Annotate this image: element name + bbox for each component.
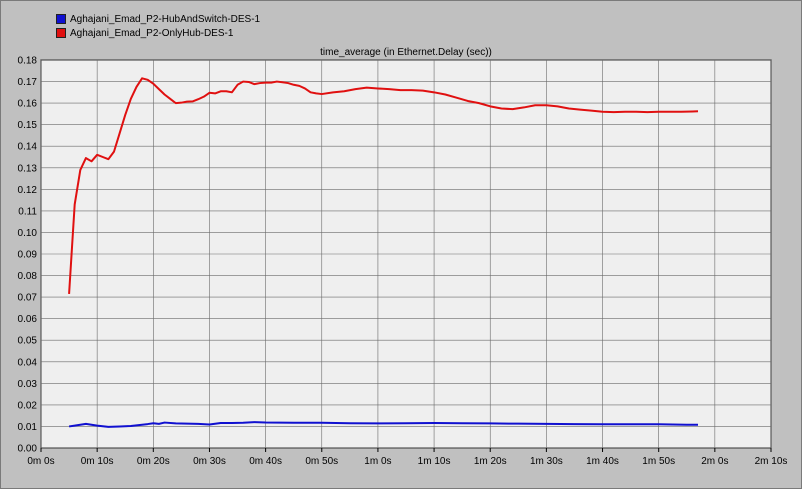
y-tick-label: 0.04 [18,357,38,368]
chart-title: time_average (in Ethernet.Delay (sec)) [320,47,492,58]
x-tick-label: 0m 40s [249,456,282,467]
y-tick-label: 0.09 [18,250,38,261]
y-tick-label: 0.10 [18,228,38,239]
legend-item-onlyhub: Aghajani_Emad_P2-OnlyHub-DES-1 [56,26,260,40]
y-tick-label: 0.05 [18,336,38,347]
x-tick-label: 1m 50s [642,456,675,467]
x-tick-label: 1m 40s [586,456,619,467]
y-tick-label: 0.14 [18,142,38,153]
gridlines [40,59,772,449]
y-tick-label: 0.11 [18,206,37,217]
y-tick-label: 0.15 [18,120,38,131]
y-tick-label: 0.07 [18,293,38,304]
x-tick-label: 1m 0s [364,456,391,467]
legend-label-hubandswitch: Aghajani_Emad_P2-HubAndSwitch-DES-1 [70,13,261,25]
y-tick-label: 0.02 [18,400,38,411]
series-line-onlyhub [68,77,699,294]
y-tick-label: 0.18 [18,56,38,67]
y-tick-label: 0.00 [18,444,38,455]
y-tick-label: 0.13 [18,163,38,174]
y-tick-label: 0.01 [18,422,38,433]
legend-item-hubandswitch: Aghajani_Emad_P2-HubAndSwitch-DES-1 [56,12,260,26]
x-tick-label: 2m 10s [755,456,788,467]
x-tick-label: 0m 10s [81,456,114,467]
x-tick-label: 0m 30s [193,456,226,467]
y-tick-label: 0.16 [18,99,38,110]
y-tick-label: 0.06 [18,314,38,325]
series-line-hubandswitch [68,421,698,428]
x-tick-label: 0m 50s [305,456,338,467]
x-axis: 0m 0s 0m 10s 0m 20s 0m 30s 0m 40s 0m 50s 1m 0s… [27,448,787,467]
x-tick-label: 0m 0s [27,456,54,467]
series-lines [68,77,699,428]
y-tick-label: 0.08 [18,271,38,282]
legend-swatch-red [56,28,66,38]
y-tick-label: 0.17 [18,77,38,88]
legend: Aghajani_Emad_P2-HubAndSwitch-DES-1 Agha… [56,12,260,40]
y-tick-label: 0.03 [18,379,38,390]
x-tick-label: 1m 10s [418,456,451,467]
x-tick-label: 1m 20s [474,456,507,467]
x-tick-label: 1m 30s [530,456,563,467]
y-axis: 0.00 0.01 0.02 0.03 0.04 0.05 0.06 0.07 0.08 0.09… [18,56,38,455]
legend-swatch-blue [56,14,66,24]
y-tick-label: 0.12 [18,185,38,196]
x-tick-label: 0m 20s [137,456,170,467]
x-tick-label: 2m 0s [701,456,728,467]
legend-label-onlyhub: Aghajani_Emad_P2-OnlyHub-DES-1 [70,27,234,39]
